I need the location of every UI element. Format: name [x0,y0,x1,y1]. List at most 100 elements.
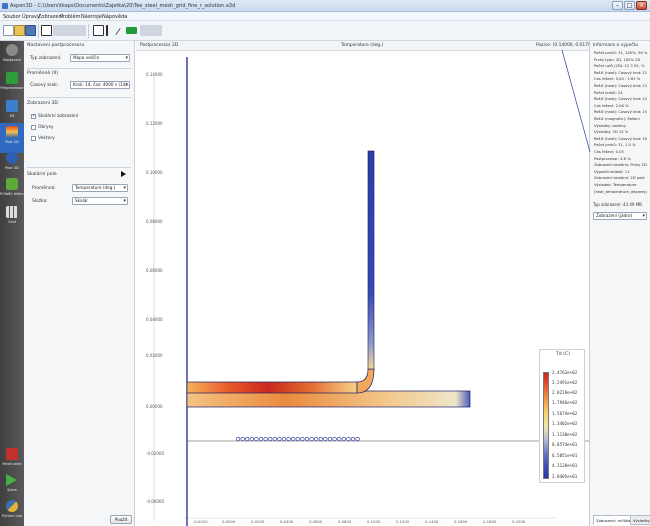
solve-tool-icon[interactable] [151,25,162,36]
log-line: Čas řešení: 0.05 [594,150,624,154]
info-panel: Informace o výpočtu Počet prvků: 31, 100… [589,41,650,526]
legend-value: 1.5674e+02 [552,411,578,416]
leader-line [561,49,591,153]
variable-select[interactable]: Temperature (deg.) [72,184,128,192]
menu-help[interactable]: Nápověda [102,14,128,20]
probe-point [314,436,319,442]
tab-mesh-view[interactable]: Zobrazení: mřížka [593,515,634,525]
log-line: Počet prvků: 31, 100%, 36 % [594,51,648,55]
y-tick-label: -0.04000 [146,499,164,504]
component-select[interactable]: Skalár [72,197,128,205]
y-tick-label: 0.08000 [146,219,163,224]
divider [27,68,131,69]
menu-problem[interactable]: Problém [60,14,81,20]
legend-value: 6.5851e+01 [552,453,578,458]
menu-file[interactable]: Soubor [3,14,21,20]
scalar-view-checkbox[interactable] [31,113,36,119]
vertical-pipe-section [367,150,375,370]
view-type-select[interactable]: Mapa veličin [70,54,130,62]
time-step-select[interactable]: Krok: 14, čas: 4000 s (14/... [70,81,130,89]
sidebar-item-label: Solve [7,488,17,492]
view-type-label: Typ zobrazení: [30,56,62,61]
probe-point [341,436,346,442]
contours-checkbox[interactable] [31,125,36,130]
x-tick-label: 0.0600 [309,519,323,524]
log-line: Řešič (heat): Časový krok 14 [594,97,647,102]
sidebar-item-preprocessor[interactable]: Preprocessor [0,69,24,99]
x-tick-label: 0.1000 [367,519,381,524]
python-icon [6,500,18,512]
minimize-button[interactable]: – [612,1,623,10]
log-line: Výsledky uloženy [594,123,626,128]
sidebar-item-mesh[interactable]: Síť [0,97,24,127]
sidebar-item-mesh-zone[interactable]: Mesh zone [0,445,24,475]
edge-tool-icon[interactable] [115,27,121,36]
expand-arrow-icon[interactable] [121,171,126,177]
variable-label: Proměnná: [32,186,56,191]
mesh-icon [6,100,18,112]
label-tool-icon[interactable] [126,27,137,34]
open-folder-icon[interactable] [14,25,25,36]
probe-point [295,436,300,442]
time-step-label: Časový krok: [30,83,59,88]
sidebar-item-post3d[interactable]: Post 3D [0,149,24,179]
close-button[interactable]: × [636,1,647,10]
log-line: Čas řešení: 0.00 : 1.65 % [594,77,641,82]
color-legend: Td (C) 2.4763e+02 2.2491e+02 2.0219e+02 … [539,349,585,483]
menu-edit[interactable]: Úpravy [22,14,40,20]
sidebar-item-python[interactable]: Python Lab [0,497,24,526]
probe-point [277,436,282,442]
probe-point [281,436,287,442]
zoom-icon[interactable] [53,25,64,36]
pan-icon[interactable] [64,25,75,36]
menu-tools[interactable]: Nástroje [81,14,102,20]
pointer-tool-icon[interactable] [93,25,104,36]
quantities-header: Proměnné (II) [27,71,58,76]
x-tick-label: 0.1800 [483,519,497,524]
pipe-elbow [356,368,375,394]
memory-label: Typ zobrazení: 43.49 MB [593,202,642,207]
probe-points [235,436,360,442]
probe-point [245,436,250,442]
viewport-tab[interactable]: Postprocessor 2D [140,43,179,48]
sidebar-item-solve[interactable]: Solve [0,471,24,501]
field-plot[interactable]: 0.14000 0.12000 0.10000 0.08000 0.06000 … [136,51,589,526]
app-icon [2,3,8,9]
postprocessor-viewport[interactable]: Postprocessor 2D Temperature (deg.) Pozi… [136,41,595,526]
save-icon[interactable] [25,25,36,36]
mesh-tool-icon[interactable] [140,25,151,36]
probe-point [346,436,351,442]
sidebar-item-chart[interactable]: Graf [0,203,24,233]
node-tool-icon[interactable] [106,25,109,36]
x-tick-label: 0.0200 [251,519,265,524]
sidebar-item-settings[interactable]: Nastavení [0,41,24,71]
apply-button[interactable]: Použít [110,515,132,524]
vectors-checkbox[interactable] [31,136,36,141]
legend-value: 2.2491e+02 [552,380,578,385]
probe-point [286,436,291,442]
rotate-icon[interactable] [75,25,86,36]
probe-point [291,436,296,442]
sidebar-item-post2d[interactable]: Post 2D [0,123,24,153]
sidebar-item-solution-progress[interactable]: Průběh řešení [0,175,24,205]
menu-view[interactable]: Zobrazení [38,14,64,20]
sidebar-item-label: Post 2D [5,140,19,144]
new-file-icon[interactable] [3,25,14,36]
y-axis: 0.14000 0.12000 0.10000 0.08000 0.06000 … [146,72,164,521]
log-line: Počet uzlů (2D): 12 3 55, % [594,64,645,69]
maximize-button[interactable]: □ [624,1,635,10]
log-line: Počet kroků: 24 [594,90,623,95]
select-icon[interactable] [41,25,52,36]
legend-title: Td (C) [556,352,570,357]
view-mode-select[interactable]: Zobrazení (jádro) [593,212,647,220]
probe-point [332,436,337,442]
legend-value: 1.1130e+02 [552,432,578,437]
info-panel-title: Informace o výpočtu [593,43,639,48]
divider [27,167,131,168]
window-title: Aspen3D - C:\Users\tkaps\Documents\Zajet… [10,3,236,9]
log-line: Prvky typu: 2D, 100% 2D [594,57,641,62]
probe-point [309,436,314,442]
tab-results[interactable]: Výsledky [630,515,650,525]
scalar-view-label: Skalární zobrazení [38,114,79,119]
y-tick-label: 0.14000 [146,72,163,77]
